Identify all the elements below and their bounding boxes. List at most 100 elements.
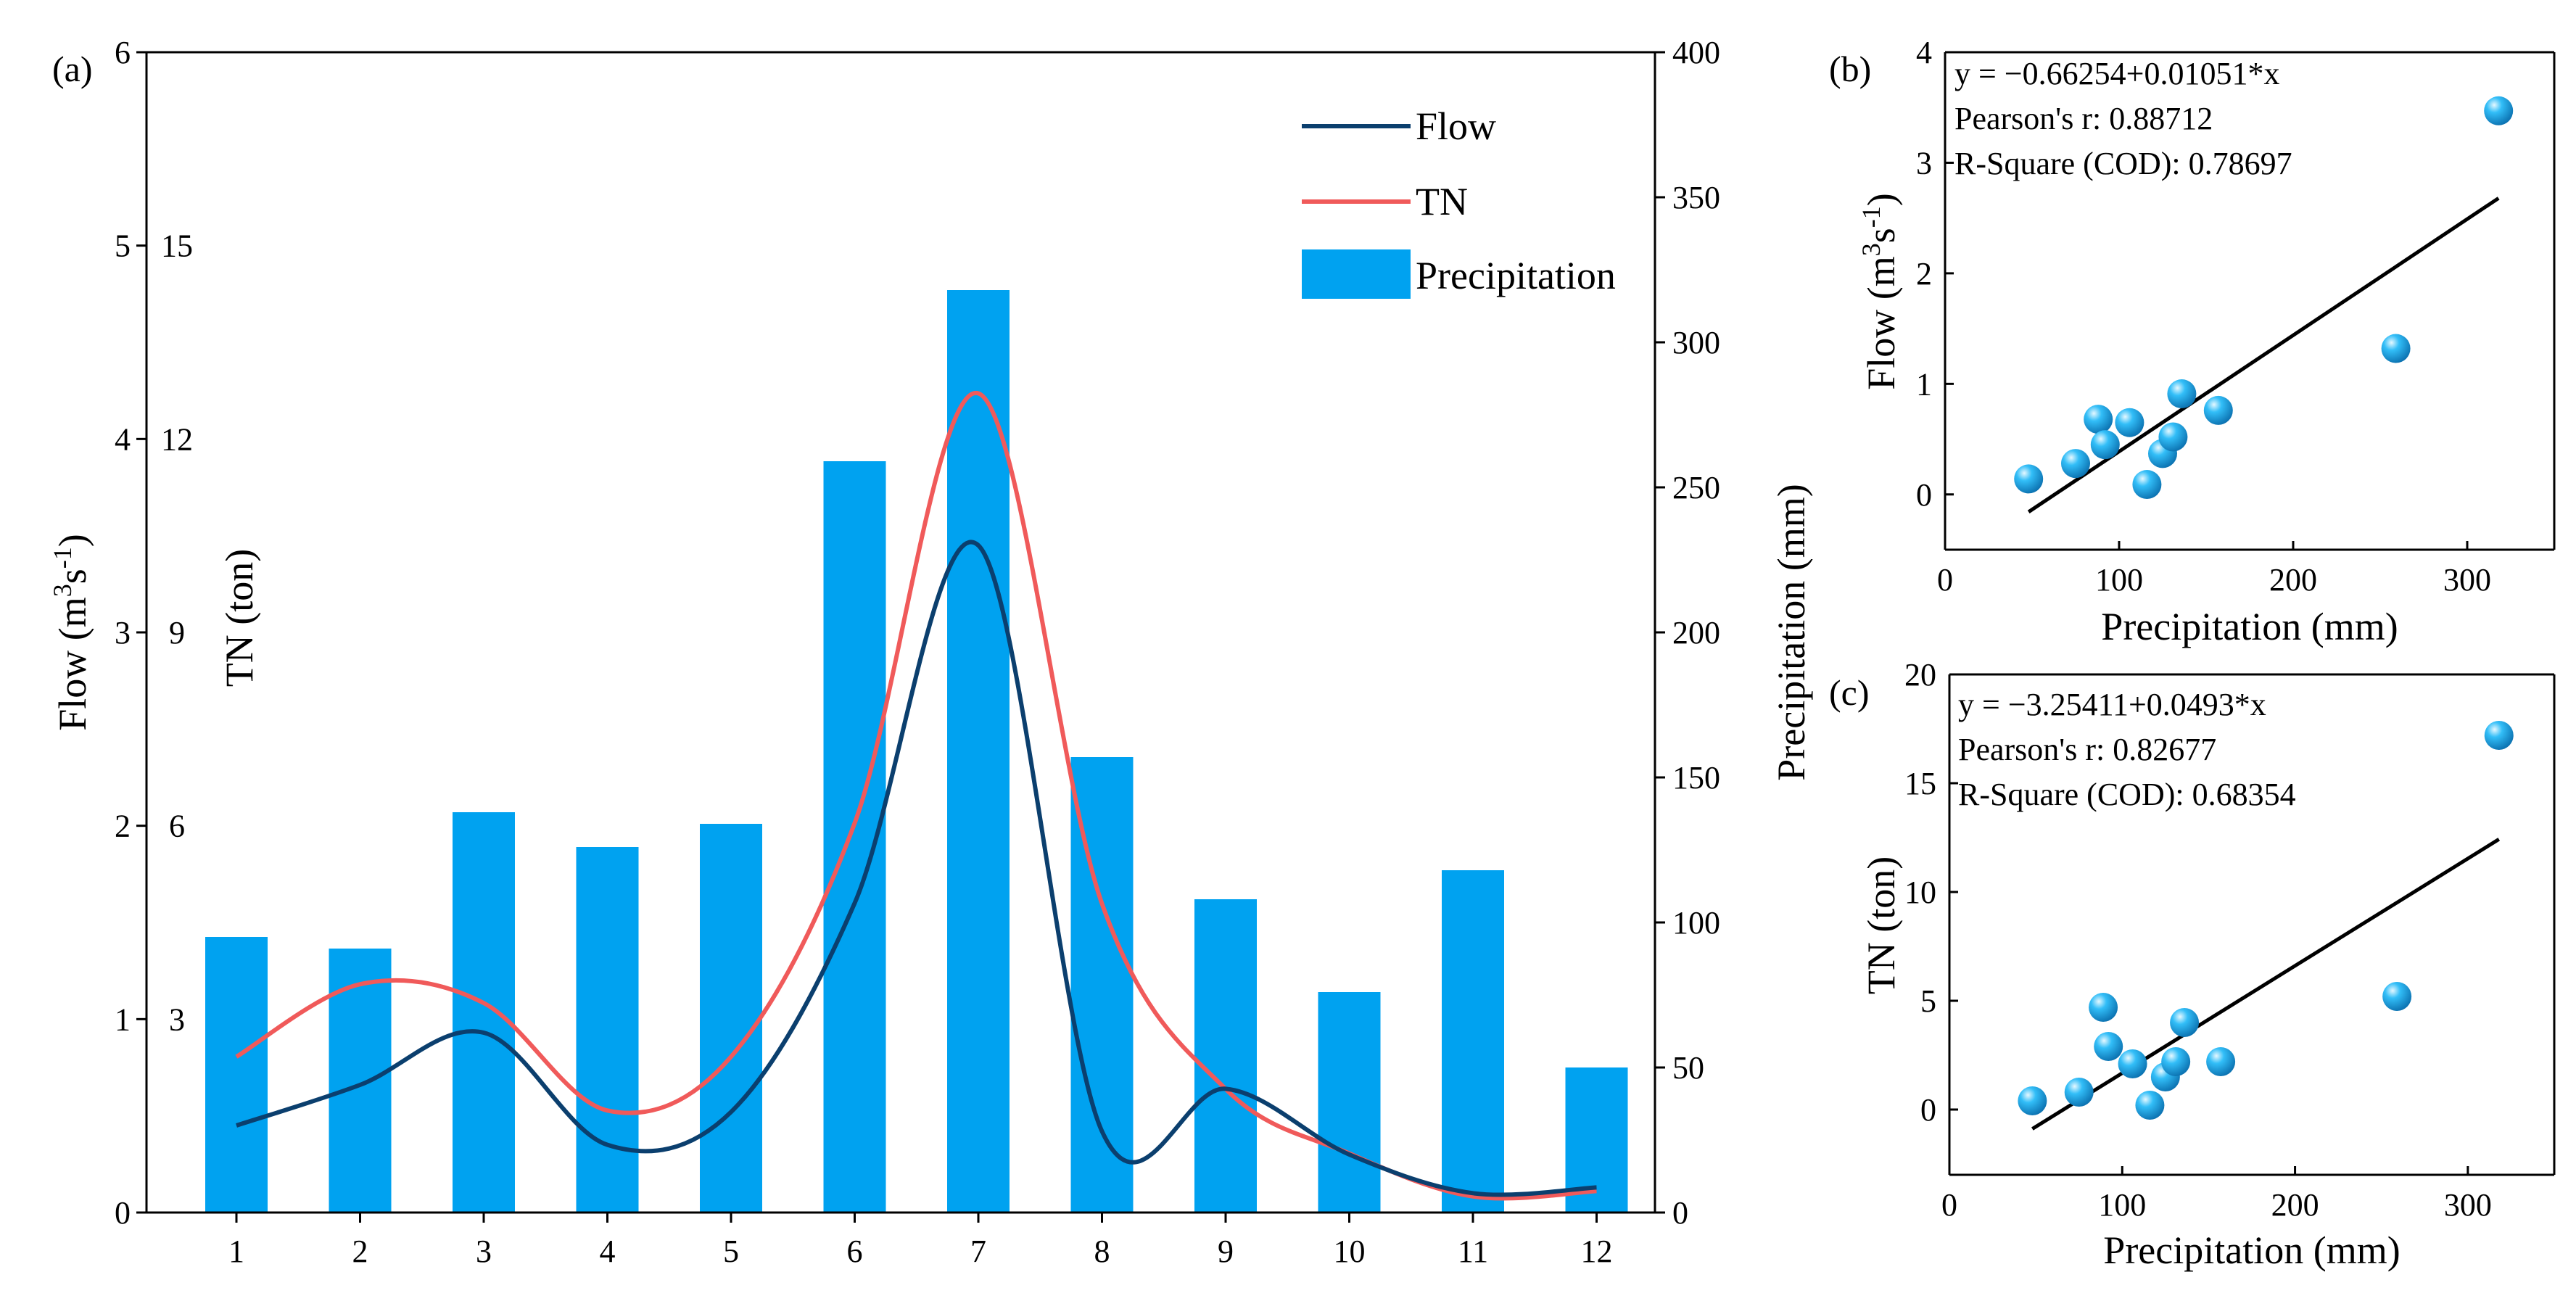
panel-c-ticks: 0 100 200 300 0 5 10 15 20 <box>1904 657 2492 1223</box>
tn-tick-label-15: 15 <box>161 228 193 264</box>
c-point-9 <box>2170 1008 2200 1037</box>
b-x-tick-label-100: 100 <box>2095 562 2143 598</box>
precipitation-axis-ticks: 0 50 100 150 200 250 300 350 400 <box>1655 35 1720 1231</box>
c-point-8 <box>2161 1047 2191 1076</box>
flow-axis-title: Flow (m3s-1) <box>48 534 94 731</box>
b-point-3 <box>2084 405 2113 434</box>
precipitation-bar-4 <box>576 847 639 1213</box>
flow-tick-label-2: 2 <box>115 809 131 844</box>
precipitation-bar-3 <box>453 812 515 1213</box>
panel-c-equation: y = −3.25411+0.0493*x <box>1958 687 2266 722</box>
panel-b-points <box>2014 96 2514 500</box>
tn-tick-label-12: 12 <box>161 421 193 457</box>
c-point-4 <box>2094 1032 2123 1061</box>
panel-c-x-title: Precipitation (mm) <box>2103 1228 2400 1272</box>
b-y-tick-label-2: 2 <box>1916 256 1932 292</box>
month-tick-label-6: 6 <box>847 1234 863 1269</box>
panel-c-points <box>2018 721 2514 1120</box>
tn-tick-label-9: 9 <box>169 615 185 650</box>
tn-tick-label-6: 6 <box>169 809 185 844</box>
panel-c-chart: 0 100 200 300 0 5 10 15 20 y = −3.25411+0.0493*x… <box>1829 657 2556 1272</box>
precipitation-tick-label-300: 300 <box>1672 325 1720 360</box>
month-tick-label-1: 1 <box>228 1234 244 1269</box>
b-x-tick-label-300: 300 <box>2443 562 2491 598</box>
b-point-12 <box>2484 96 2514 125</box>
panel-a-label: (a) <box>52 49 93 89</box>
c-point-12 <box>2484 721 2514 750</box>
panel-b-chart: 0 100 200 300 0 1 2 3 4 y = −0.66254+0.01051*x P… <box>1829 35 2556 648</box>
panel-b-y-title: Flow (m3s-1) <box>1857 193 1903 390</box>
precipitation-bar-9 <box>1194 899 1257 1213</box>
c-point-1 <box>2018 1086 2047 1115</box>
c-point-11 <box>2382 982 2412 1011</box>
precipitation-bar-11 <box>1442 870 1504 1213</box>
b-y-tick-label-1: 1 <box>1916 366 1932 402</box>
panel-b-equation: y = −0.66254+0.01051*x <box>1954 56 2279 91</box>
b-point-4 <box>2090 430 2120 460</box>
legend-precipitation-swatch <box>1302 249 1411 299</box>
c-y-tick-label-10: 10 <box>1904 875 1936 910</box>
c-y-tick-label-15: 15 <box>1904 766 1936 801</box>
b-y-tick-label-3: 3 <box>1916 145 1932 181</box>
panel-c-fit-line <box>2031 838 2501 1131</box>
c-x-tick-label-0: 0 <box>1941 1187 1957 1223</box>
b-x-tick-label-0: 0 <box>1937 562 1953 598</box>
panel-b-ticks: 0 100 200 300 0 1 2 3 4 <box>1916 35 2491 598</box>
b-y-tick-label-0: 0 <box>1916 477 1932 513</box>
panel-b-x-title: Precipitation (mm) <box>2101 605 2398 648</box>
precipitation-axis-title: Precipitation (mm) <box>1770 484 1813 780</box>
month-tick-label-5: 5 <box>723 1234 739 1269</box>
precipitation-tick-label-350: 350 <box>1672 180 1720 215</box>
tn-axis-title: TN (ton) <box>218 549 261 687</box>
tn-line <box>235 391 1597 1201</box>
b-point-1 <box>2014 464 2044 494</box>
b-point-8 <box>2158 422 2188 452</box>
month-tick-label-2: 2 <box>352 1234 368 1269</box>
legend: Flow TN Precipitation <box>1302 104 1616 299</box>
precipitation-tick-label-400: 400 <box>1672 35 1720 70</box>
c-point-6 <box>2135 1091 2165 1120</box>
month-tick-label-12: 12 <box>1581 1234 1613 1269</box>
tn-axis-ticks: 3 6 9 12 15 <box>161 228 193 1038</box>
flow-tick-label-6: 6 <box>115 35 131 70</box>
panel-c-label: (c) <box>1829 672 1870 713</box>
c-y-tick-label-20: 20 <box>1904 657 1936 693</box>
precipitation-tick-label-200: 200 <box>1672 615 1720 650</box>
b-y-tick-label-4: 4 <box>1916 35 1932 70</box>
flow-line <box>236 540 1597 1197</box>
month-tick-label-10: 10 <box>1334 1234 1366 1269</box>
month-tick-label-4: 4 <box>600 1234 616 1269</box>
legend-precipitation-label: Precipitation <box>1416 254 1616 297</box>
flow-tick-label-1: 1 <box>115 1001 131 1037</box>
b-point-10 <box>2203 395 2233 425</box>
legend-tn-label: TN <box>1416 180 1468 223</box>
panel-b-label: (b) <box>1829 49 1871 89</box>
precipitation-tick-label-250: 250 <box>1672 470 1720 505</box>
flow-tick-label-3: 3 <box>115 615 131 650</box>
month-axis-ticks: 1 2 3 4 5 6 7 8 9 10 11 12 <box>228 1213 1613 1269</box>
c-point-10 <box>2206 1047 2236 1076</box>
precipitation-bars <box>205 290 1628 1213</box>
precipitation-tick-label-150: 150 <box>1672 760 1720 796</box>
precipitation-bar-1 <box>205 937 268 1213</box>
panel-c-rsquare: R-Square (COD): 0.68354 <box>1958 777 2296 812</box>
panel-c-y-title: TN (ton) <box>1859 856 1903 994</box>
b-point-5 <box>2115 408 2144 437</box>
b-point-9 <box>2167 379 2197 409</box>
flow-tick-label-0: 0 <box>115 1195 131 1231</box>
legend-flow-label: Flow <box>1416 104 1496 148</box>
flow-tick-label-5: 5 <box>115 228 131 264</box>
precipitation-tick-label-50: 50 <box>1672 1050 1704 1086</box>
month-tick-label-7: 7 <box>970 1234 986 1269</box>
flow-tick-label-4: 4 <box>115 421 131 457</box>
precipitation-bar-7 <box>947 290 1010 1213</box>
month-tick-label-8: 8 <box>1094 1234 1110 1269</box>
c-point-5 <box>2118 1049 2147 1078</box>
precipitation-bar-10 <box>1318 992 1381 1213</box>
c-x-tick-label-200: 200 <box>2271 1187 2319 1223</box>
month-tick-label-3: 3 <box>476 1234 492 1269</box>
tn-tick-label-3: 3 <box>169 1001 185 1037</box>
b-point-6 <box>2132 470 2162 500</box>
